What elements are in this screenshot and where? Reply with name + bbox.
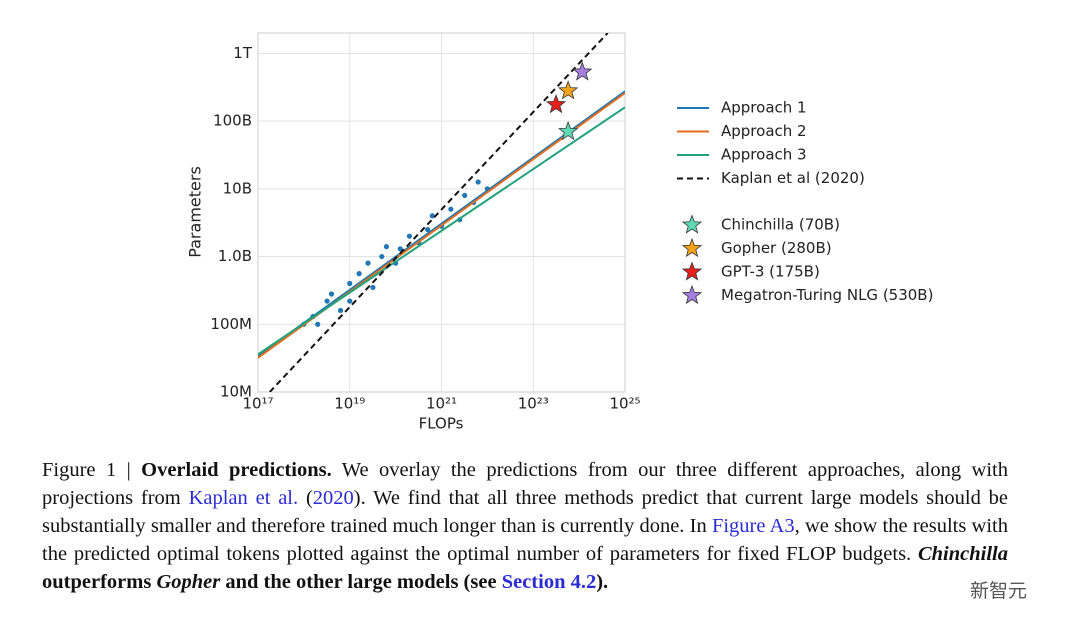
data-point	[425, 227, 431, 233]
x-tick-label: 10²³	[518, 395, 549, 413]
legend-label: Megatron-Turing NLG (530B)	[721, 286, 933, 304]
data-point	[406, 233, 413, 239]
x-tick-label: 10²¹	[426, 395, 457, 413]
y-tick-label: 100M	[210, 315, 252, 333]
data-point	[324, 298, 330, 304]
star-marker	[545, 94, 567, 114]
y-tick-label: 1T	[233, 44, 253, 62]
y-tick-label: 10M	[220, 383, 252, 401]
legend-label: GPT-3 (175B)	[721, 263, 820, 281]
legend-label: Approach 3	[721, 146, 807, 164]
legend-label: Gopher (280B)	[721, 239, 832, 257]
star-marker	[572, 61, 593, 81]
data-point	[337, 307, 344, 314]
data-point	[429, 213, 435, 219]
watermark: 新智元	[966, 576, 1032, 603]
y-tick-label: 100B	[213, 112, 252, 130]
data-point	[370, 284, 376, 291]
caption-text: Overlaid predictions.	[141, 459, 332, 481]
plot-frame	[257, 32, 626, 393]
caption-text: and the other large models (see	[220, 571, 502, 593]
caption-text: ).	[596, 571, 609, 593]
legend-star	[681, 214, 703, 234]
data-point	[383, 244, 390, 250]
data-point	[462, 192, 468, 198]
data-point	[365, 260, 371, 266]
data-point	[347, 280, 353, 287]
series-line	[258, 106, 625, 356]
caption-text: Chinchilla	[917, 543, 1008, 565]
legend-label: Chinchilla (70B)	[721, 216, 840, 234]
caption-text: Gopher	[156, 571, 221, 593]
x-axis-label: FLOPs	[419, 415, 464, 433]
caption: Figure 1 | Overlaid predictions. We over…	[42, 456, 1008, 596]
y-tick-label: 1.0B	[218, 247, 252, 265]
data-point	[315, 321, 321, 327]
caption-text: , we show the results with the predicted…	[42, 515, 1008, 565]
legend-star	[681, 261, 703, 281]
star-marker	[558, 120, 579, 141]
caption-text[interactable]: 2020	[312, 487, 354, 509]
caption-text: ). We find that all three methods predic…	[42, 487, 1008, 537]
caption-text[interactable]: Kaplan et al.	[188, 487, 299, 509]
data-point	[448, 206, 454, 212]
caption-text: (	[298, 487, 313, 509]
x-tick-label: 10²⁵	[609, 395, 640, 413]
caption-text: We overlay the predictions from our thre…	[42, 459, 1008, 509]
chart: 10¹⁷ 10¹⁹ 10²¹ 10²³ 10²⁵ 10M 100M 1.0B 10B 100B 1T…	[186, 32, 933, 433]
series-line	[268, 33, 609, 392]
star-marker	[558, 80, 579, 100]
y-tick-label: 10B	[223, 179, 252, 197]
legend-star	[681, 237, 703, 258]
data-point	[328, 291, 335, 297]
caption-text[interactable]: Section 4.2	[501, 571, 597, 593]
caption-text: outperforms	[42, 571, 157, 593]
x-tick-label: 10¹⁹	[334, 395, 365, 413]
y-axis-label: Parameters	[186, 166, 205, 258]
data-point	[379, 253, 385, 260]
caption-text[interactable]: Figure A3	[711, 515, 795, 537]
x-tick-label: 10¹⁷	[242, 395, 273, 413]
legend-label: Approach 2	[721, 122, 807, 140]
legend-star	[681, 284, 703, 305]
legend-label: Kaplan et al (2020)	[721, 169, 865, 187]
data-point	[356, 271, 362, 277]
data-point	[475, 179, 481, 185]
caption-text: Figure 1 |	[42, 459, 142, 481]
legend: Approach 1 Approach 2 Approach 3 Kaplan et …	[677, 99, 933, 305]
data-point	[397, 246, 403, 252]
data-point	[347, 298, 353, 304]
legend-label: Approach 1	[721, 99, 807, 117]
